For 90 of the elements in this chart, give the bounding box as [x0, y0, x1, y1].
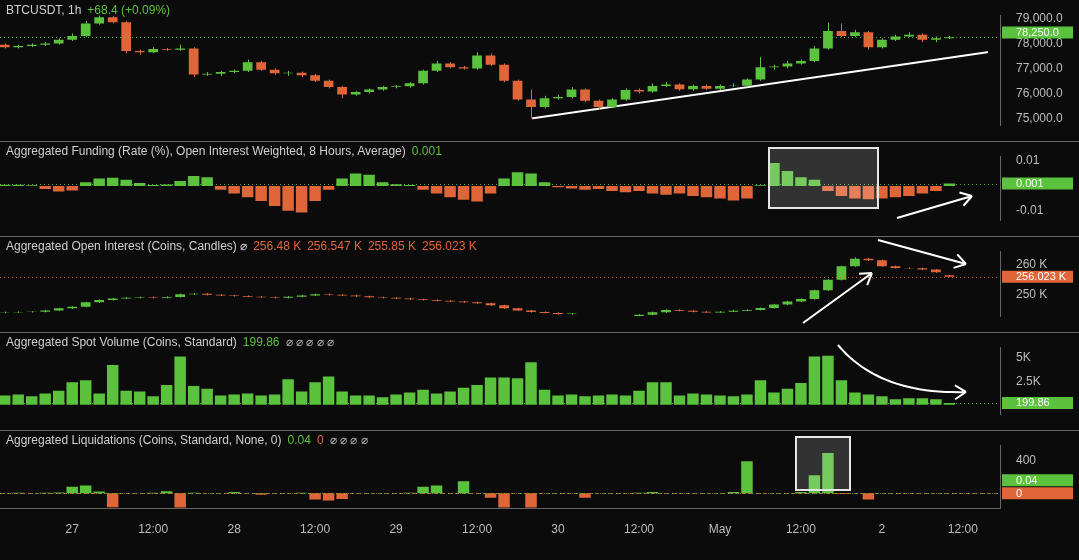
x-tick-label: 12:00	[785, 521, 817, 536]
bar	[835, 186, 848, 196]
x-tick-label: 12:00	[462, 521, 493, 536]
bar	[309, 186, 321, 201]
bar	[714, 186, 726, 199]
bar	[579, 186, 591, 190]
bar	[822, 186, 834, 191]
bar	[295, 186, 308, 213]
candlestick	[526, 89, 536, 119]
bar	[241, 186, 254, 198]
annotation: 256.547 K	[307, 239, 362, 253]
chart-subtitle: ⌀ ⌀ ⌀ ⌀	[329, 433, 368, 447]
x-tick-label: 12:00	[947, 521, 979, 536]
y-tick-label: 79,000.0	[1016, 10, 1064, 25]
bar	[700, 186, 713, 198]
ref-line-label: 199.86	[1016, 396, 1050, 409]
bar	[660, 186, 672, 195]
bar	[687, 186, 699, 196]
y-tick-label: 400	[1016, 452, 1037, 467]
annotation: 256.023 K	[421, 239, 477, 253]
bar	[889, 186, 902, 198]
chart-title: Aggregated Funding (Rate (%), Open Interest Weighted, 8 Hours, Average)	[6, 144, 406, 158]
bar	[484, 186, 497, 194]
x-tick-label: 12:00	[623, 521, 655, 536]
ref-line-label: 0	[316, 433, 324, 447]
bar	[741, 186, 753, 199]
candlestick	[499, 62, 509, 83]
annotation: 199.86	[242, 335, 280, 349]
bar	[606, 186, 618, 191]
y-tick-label: 2.5K	[1016, 373, 1041, 388]
bar	[903, 186, 915, 196]
ref-line-label: 0.04	[1016, 473, 1038, 486]
bar	[849, 186, 861, 199]
bar	[66, 186, 78, 191]
x-tick-label: 27	[65, 521, 80, 536]
x-tick-label: 29	[389, 521, 404, 536]
chart-title: Aggregated Spot Volume (Coins, Standard)	[6, 335, 237, 349]
x-tick-label: 28	[227, 521, 242, 536]
bar	[592, 186, 605, 189]
x-tick-label: 30	[551, 521, 566, 536]
bar	[646, 186, 659, 194]
ref-line-label: 256.023 K	[1016, 270, 1067, 283]
chart-title: BTCUSDT, 1h	[6, 3, 82, 17]
bar	[471, 186, 483, 202]
bar	[282, 186, 294, 211]
candlestick	[863, 30, 874, 51]
annotation: 256.48 K	[253, 239, 302, 253]
bar	[214, 186, 227, 190]
bar	[255, 186, 267, 201]
chart-subtitle: ⌀ ⌀ ⌀ ⌀ ⌀	[285, 335, 334, 349]
bar	[876, 186, 888, 199]
x-tick-label: May	[708, 521, 732, 536]
annotation: 0.001	[411, 144, 442, 158]
y-tick-label: -0.01	[1016, 203, 1044, 218]
bar	[633, 186, 645, 191]
x-tick-label: 12:00	[138, 521, 169, 536]
annotation: 255.85 K	[367, 239, 416, 253]
y-tick-label: 75,000.0	[1016, 110, 1064, 125]
y-tick-label: 0	[1016, 486, 1023, 499]
bar	[673, 186, 686, 194]
chart-title: Aggregated Open Interest (Coins, Candles) ⌀	[6, 239, 248, 253]
annotation: +68.4 (+0.09%)	[87, 3, 171, 17]
bar	[322, 186, 335, 190]
y-tick-label: 0.01	[1016, 153, 1040, 168]
ref-line-label: 78,250.0	[1016, 25, 1059, 38]
bar	[268, 186, 281, 206]
y-tick-label: 76,000.0	[1016, 85, 1064, 100]
bar	[930, 186, 942, 191]
bar	[457, 186, 470, 200]
annotation: 0.04	[287, 433, 311, 447]
ref-line-label: 0.001	[1016, 177, 1044, 190]
y-tick-label: 77,000.0	[1016, 60, 1064, 75]
bar	[417, 186, 429, 190]
bar	[565, 186, 578, 189]
y-tick-label: 250 K	[1016, 287, 1048, 302]
y-tick-label: 5K	[1016, 349, 1031, 364]
candlestick	[512, 79, 523, 102]
bar	[444, 186, 456, 198]
bar	[916, 186, 929, 194]
chart-title: Aggregated Liquidations (Coins, Standard, None, 0)	[6, 433, 282, 447]
bar	[39, 186, 51, 189]
bar	[430, 186, 443, 194]
bar	[228, 186, 240, 194]
y-tick-label: 260 K	[1016, 257, 1048, 272]
candlestick	[755, 56, 766, 82]
x-tick-label: 2	[878, 521, 886, 536]
bar	[727, 186, 740, 201]
x-tick-label: 12:00	[300, 521, 331, 536]
bar	[862, 186, 875, 200]
bar	[619, 186, 632, 193]
